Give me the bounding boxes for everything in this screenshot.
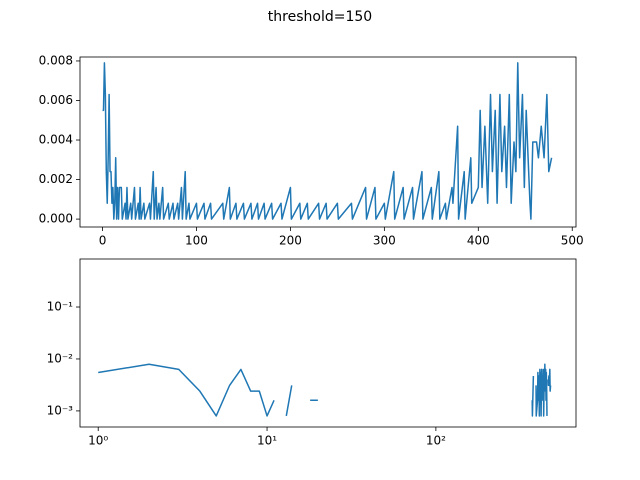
y-tick-label: 10⁻² [47, 351, 74, 365]
x-tick-label: 100 [185, 234, 208, 248]
x-tick-label: 500 [561, 234, 584, 248]
x-tick-label: 300 [373, 234, 396, 248]
x-tick-label: 10² [426, 434, 446, 448]
y-tick-label: 0.000 [39, 212, 73, 226]
x-tick-label: 200 [279, 234, 302, 248]
x-tick-label: 0 [99, 234, 107, 248]
axes-frame [79, 56, 577, 228]
y-tick-label: 0.004 [39, 133, 73, 147]
y-tick-label: 0.002 [39, 172, 73, 186]
y-tick-label: 0.006 [39, 93, 73, 107]
y-tick-label: 10⁻³ [47, 403, 74, 417]
x-tick-label: 400 [467, 234, 490, 248]
axes-frame [79, 258, 577, 428]
figure-title: threshold=150 [268, 9, 372, 25]
y-tick-label: 10⁻¹ [47, 300, 74, 314]
data-line [98, 363, 552, 417]
x-tick-label: 10⁰ [88, 434, 108, 448]
data-line [102, 62, 553, 220]
plot-area [98, 363, 552, 417]
plot-area [102, 62, 553, 220]
y-tick-label: 0.008 [39, 53, 73, 67]
x-tick-label: 10¹ [257, 434, 277, 448]
